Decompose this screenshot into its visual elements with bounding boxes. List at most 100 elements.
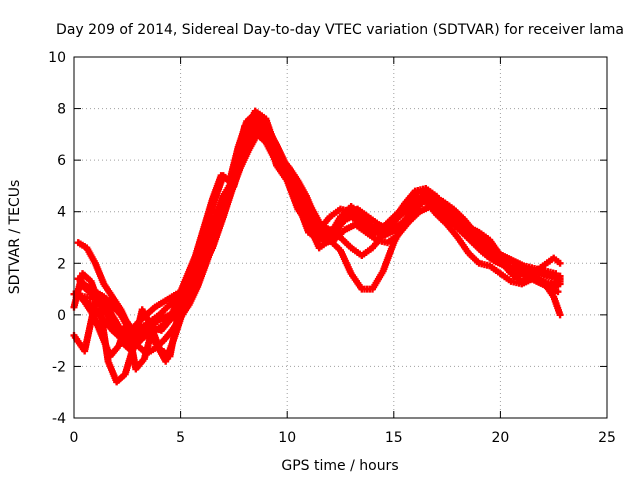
data-marker xyxy=(107,299,115,307)
data-marker xyxy=(136,360,144,368)
data-marker xyxy=(123,330,131,338)
data-marker xyxy=(219,173,227,181)
data-marker xyxy=(255,122,263,130)
data-marker xyxy=(378,233,386,241)
data-point xyxy=(383,239,391,247)
data-marker xyxy=(121,341,129,349)
data-point xyxy=(496,270,504,278)
data-point xyxy=(539,262,547,270)
data-marker xyxy=(157,299,165,307)
data-marker xyxy=(392,232,400,240)
data-marker xyxy=(179,284,187,292)
data-marker xyxy=(436,214,444,222)
data-marker xyxy=(144,309,152,317)
data-marker xyxy=(153,318,161,326)
data-marker xyxy=(95,297,103,305)
data-marker xyxy=(85,284,93,292)
data-point xyxy=(142,350,150,358)
data-marker xyxy=(358,208,366,216)
data-marker xyxy=(96,290,104,298)
data-marker xyxy=(90,304,98,312)
data-marker xyxy=(458,239,466,247)
data-point xyxy=(347,270,355,278)
data-marker xyxy=(409,208,417,216)
data-marker xyxy=(470,240,478,248)
data-point xyxy=(217,172,225,180)
data-marker xyxy=(454,219,462,227)
data-marker xyxy=(328,211,336,219)
data-point xyxy=(479,249,487,257)
data-point xyxy=(117,334,125,342)
data-marker xyxy=(467,237,475,245)
data-marker xyxy=(263,140,271,148)
data-marker xyxy=(452,217,460,225)
data-marker xyxy=(138,328,146,336)
data-point xyxy=(72,288,80,296)
data-marker xyxy=(164,302,172,310)
data-marker xyxy=(501,273,509,281)
data-marker xyxy=(335,224,343,232)
data-marker xyxy=(113,331,121,339)
data-point xyxy=(394,231,402,239)
data-marker xyxy=(84,300,92,308)
axis-ticks: 0 5 10 15 20 25 -4 -2 0 2 4 6 8 10 xyxy=(48,50,616,446)
data-marker xyxy=(86,301,94,309)
data-marker xyxy=(408,215,416,223)
data-marker xyxy=(160,323,168,331)
data-marker xyxy=(309,231,317,239)
data-marker xyxy=(348,272,356,280)
data-point xyxy=(400,203,408,211)
data-marker xyxy=(441,199,449,207)
data-marker xyxy=(414,209,422,217)
data-marker xyxy=(133,363,141,371)
data-marker xyxy=(260,120,268,128)
data-marker xyxy=(506,268,514,276)
data-marker xyxy=(352,277,360,285)
data-marker xyxy=(356,219,364,227)
plot-frame xyxy=(73,56,608,419)
data-point xyxy=(411,197,419,205)
data-marker xyxy=(402,206,410,214)
data-point xyxy=(445,210,453,218)
data-marker xyxy=(110,295,118,303)
data-marker xyxy=(151,338,159,346)
data-marker xyxy=(74,337,82,345)
data-marker xyxy=(453,209,461,217)
data-marker xyxy=(351,216,359,224)
data-marker xyxy=(159,307,167,315)
data-point xyxy=(422,187,430,195)
data-marker xyxy=(119,372,127,380)
data-marker xyxy=(184,279,192,287)
data-marker xyxy=(476,246,484,254)
data-marker xyxy=(337,229,345,237)
data-marker xyxy=(399,204,407,212)
data-marker xyxy=(341,216,349,224)
data-marker xyxy=(334,207,342,215)
y-tick-label: 6 xyxy=(57,153,66,169)
data-point xyxy=(354,205,362,213)
y-tick-label: 0 xyxy=(57,308,66,324)
data-marker xyxy=(130,324,138,332)
data-marker xyxy=(148,334,156,342)
data-marker xyxy=(147,333,155,341)
data-point xyxy=(74,239,82,247)
data-marker xyxy=(157,309,165,317)
data-marker xyxy=(494,268,502,276)
data-marker xyxy=(412,211,420,219)
data-marker xyxy=(317,242,325,250)
data-point xyxy=(74,275,82,283)
data-marker xyxy=(475,240,483,248)
data-marker xyxy=(399,209,407,217)
data-marker xyxy=(364,247,372,255)
data-marker xyxy=(460,230,468,238)
data-point xyxy=(447,218,455,226)
data-marker xyxy=(354,222,362,230)
data-marker xyxy=(92,294,100,302)
data-marker xyxy=(269,149,277,157)
data-marker xyxy=(145,348,153,356)
data-point xyxy=(305,228,313,236)
y-axis-label: SDTVAR / TECUs xyxy=(7,180,23,295)
data-marker xyxy=(162,333,170,341)
data-marker xyxy=(541,260,549,268)
data-point xyxy=(160,337,168,345)
